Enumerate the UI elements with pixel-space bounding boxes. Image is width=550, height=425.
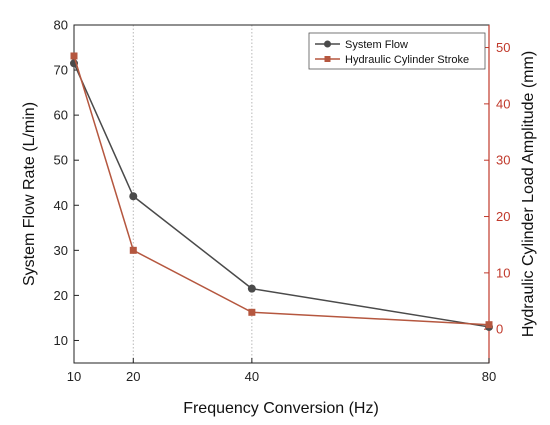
legend: System Flow Hydraulic Cylinder Stroke	[308, 32, 486, 70]
x-tick-label: 10	[67, 369, 81, 384]
left-tick-label: 60	[54, 108, 68, 123]
right-axis: 0 10 20 30 40 50	[484, 25, 510, 363]
right-tick-label: 0	[496, 322, 503, 337]
grid-lines	[132, 25, 253, 363]
x-axis-title: Frequency Conversion (Hz)	[183, 400, 379, 417]
right-axis-title: Hydraulic Cylinder Load Amplitude (mm)	[520, 51, 537, 337]
right-tick-label: 50	[496, 40, 510, 55]
data-point	[248, 308, 256, 316]
left-tick-label: 20	[54, 288, 68, 303]
legend-marker-cylinder-stroke	[324, 56, 331, 62]
left-axis-title: System Flow Rate (L/min)	[21, 102, 38, 286]
right-tick-label: 20	[496, 209, 510, 224]
data-point	[247, 284, 256, 293]
left-tick-label: 10	[54, 333, 68, 348]
legend-label-system-flow: System Flow	[345, 39, 408, 51]
left-tick-label: 80	[54, 18, 68, 33]
x-axis: 10 20 40 80	[67, 358, 496, 384]
legend-box	[308, 32, 486, 70]
series-line-1	[73, 55, 490, 326]
right-tick-label: 30	[496, 153, 510, 168]
left-tick-label: 40	[54, 198, 68, 213]
data-point	[129, 192, 138, 201]
right-tick-label: 10	[496, 265, 510, 280]
left-tick-label: 30	[54, 243, 68, 258]
data-point	[129, 246, 137, 254]
series-layer	[70, 52, 493, 331]
right-tick-label: 40	[496, 96, 510, 111]
left-axis: 10 20 30 40 50 60 70 80	[54, 18, 79, 348]
legend-marker-system-flow	[324, 40, 331, 48]
left-tick-label: 50	[54, 153, 68, 168]
legend-label-cylinder-stroke: Hydraulic Cylinder Stroke	[345, 54, 469, 66]
x-tick-label: 20	[126, 369, 140, 384]
left-tick-label: 70	[54, 63, 68, 78]
x-tick-label: 40	[245, 369, 259, 384]
x-tick-label: 80	[482, 369, 496, 384]
data-point	[485, 321, 493, 329]
data-point	[70, 52, 78, 60]
series-line-0	[73, 63, 490, 328]
